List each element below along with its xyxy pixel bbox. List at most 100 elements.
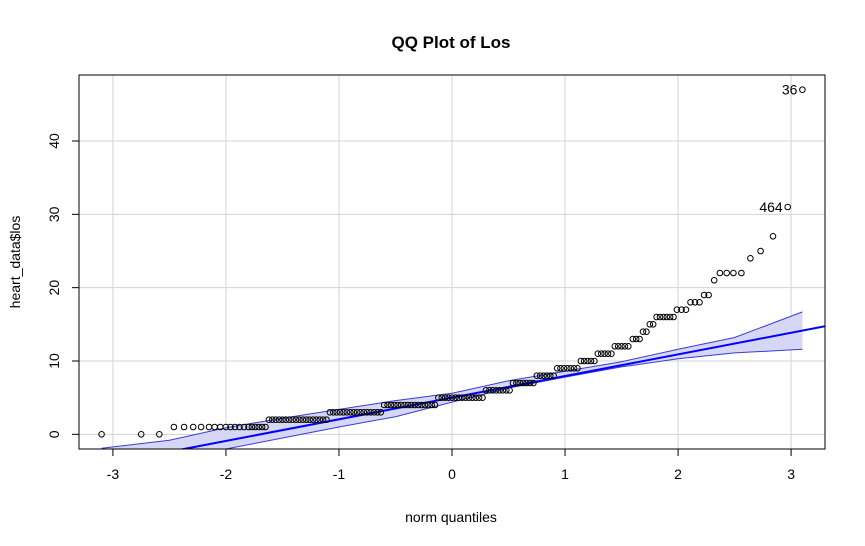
data-point (611, 343, 619, 350)
data-point (769, 233, 777, 240)
data-point (543, 372, 551, 380)
data-point (255, 423, 263, 431)
data-point (296, 416, 303, 424)
data-point (604, 350, 612, 358)
data-point (231, 423, 239, 431)
data-point (687, 299, 694, 306)
data-point (275, 416, 283, 424)
data-point (560, 365, 568, 372)
data-point (519, 379, 527, 387)
data-point (465, 394, 473, 402)
data-point (574, 365, 581, 372)
y-tick-label: 10 (46, 353, 62, 369)
data-point (227, 423, 234, 431)
band-upper-edge (101, 311, 803, 449)
data-point (156, 431, 163, 438)
data-point (570, 365, 578, 372)
data-point (577, 357, 585, 365)
data-point (258, 423, 266, 431)
data-point (503, 387, 510, 394)
y-tick-label: 0 (46, 430, 62, 438)
data-point (516, 379, 524, 387)
x-tick-label: 2 (674, 466, 682, 482)
data-point (248, 423, 256, 431)
y-axis-label: heart_data$los (7, 216, 23, 309)
data-point (678, 306, 685, 314)
data-point (469, 394, 476, 402)
data-point (205, 423, 213, 431)
data-point (705, 291, 712, 299)
data-point (723, 269, 731, 277)
data-point (700, 291, 708, 299)
x-axis-label: norm quantiles (405, 509, 497, 525)
data-point (240, 423, 248, 431)
data-point (601, 350, 608, 358)
data-point (137, 431, 145, 438)
data-point (567, 365, 575, 372)
data-point (272, 416, 280, 424)
data-point (557, 365, 564, 372)
data-point (445, 394, 452, 402)
data-point (394, 401, 402, 409)
data-point (594, 350, 602, 358)
data-point (513, 379, 520, 387)
data-point (632, 335, 640, 343)
data-point (618, 343, 625, 350)
x-tick-label: -1 (333, 466, 346, 482)
data-point (435, 394, 442, 402)
y-tick-label: 20 (46, 280, 62, 296)
data-point (269, 416, 276, 424)
x-tick-label: 1 (561, 466, 569, 482)
data-point (377, 409, 385, 416)
data-point (591, 357, 598, 365)
confidence-band (101, 311, 803, 449)
data-point (222, 423, 230, 431)
data-point (550, 372, 558, 380)
data-point (597, 350, 605, 358)
grid-lines (79, 75, 825, 449)
data-point (333, 409, 341, 416)
y-axis: 0 10 20 30 40 (46, 133, 80, 438)
data-point (482, 387, 490, 394)
x-tick-label: 0 (448, 466, 456, 482)
data-point (340, 409, 347, 416)
data-point (387, 401, 395, 409)
data-point (374, 409, 381, 416)
data-point (309, 416, 317, 424)
data-point (479, 394, 486, 402)
data-point (673, 306, 681, 314)
data-point (306, 416, 313, 424)
data-point (384, 401, 391, 409)
data-point (523, 379, 530, 387)
data-point (343, 409, 351, 416)
data-point (363, 409, 371, 416)
y-tick-label: 40 (46, 133, 62, 149)
data-point (536, 372, 544, 380)
data-point (472, 394, 480, 402)
data-point (716, 269, 724, 277)
data-point (302, 416, 310, 424)
data-point (629, 335, 637, 343)
data-point (663, 313, 671, 321)
data-point (540, 372, 547, 380)
data-point (636, 335, 643, 343)
data-point (475, 394, 483, 402)
data-point (584, 357, 591, 365)
data-points (98, 86, 806, 438)
data-point (262, 423, 269, 431)
data-point (649, 321, 657, 328)
data-point (360, 409, 368, 416)
data-point (614, 343, 622, 350)
data-point (408, 401, 415, 409)
data-point (313, 416, 320, 424)
chart-title: QQ Plot of Los (392, 33, 511, 52)
point-label: 464 (759, 199, 783, 215)
data-point (799, 86, 806, 93)
data-point (299, 416, 307, 424)
data-point (245, 423, 252, 431)
data-point (285, 416, 293, 424)
data-point (418, 401, 425, 409)
data-point (486, 387, 493, 394)
data-point (211, 423, 218, 431)
